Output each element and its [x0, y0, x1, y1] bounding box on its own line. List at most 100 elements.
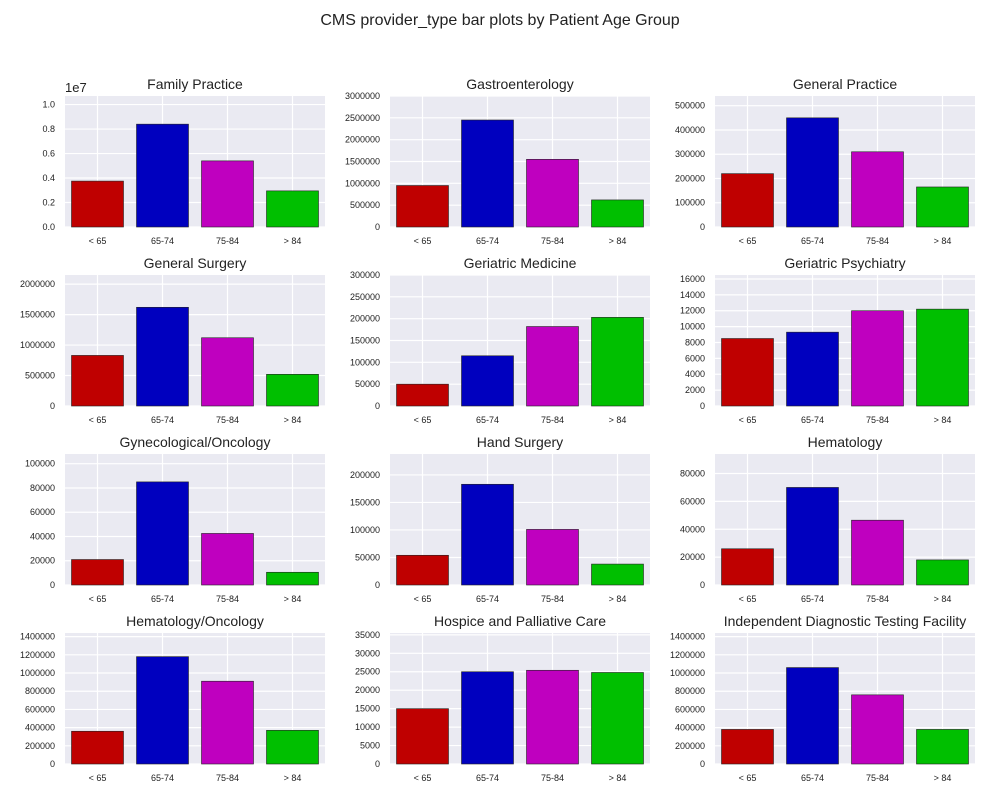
bar-3 [526, 669, 579, 765]
bar-4 [916, 559, 969, 586]
y-tick-label: 0 [50, 580, 55, 590]
subplot-title: General Surgery [144, 255, 247, 271]
subplot-2: 0 500000 1000000 1500000 2000000 2500000 30000… [345, 76, 650, 246]
subplot-title: Hospice and Palliative Care [434, 613, 606, 629]
bar-1 [71, 730, 124, 765]
bar-2 [786, 117, 839, 228]
x-tick-label: > 84 [609, 415, 627, 425]
subplot-title: Independent Diagnostic Testing Facility [724, 613, 967, 629]
x-tick-label: 75-84 [216, 594, 239, 604]
bar-2 [461, 355, 514, 407]
y-tick-label: 12000 [680, 306, 705, 316]
x-tick-label: 65-74 [476, 594, 499, 604]
y-tick-label: 1200000 [670, 650, 705, 660]
x-tick-label: 65-74 [151, 773, 174, 783]
y-tick-label: 0.6 [42, 149, 55, 159]
y-tick-label: 1000000 [670, 668, 705, 678]
subplot-4: 0 500000 1000000 1500000 2000000 < 65 65-74 75-… [20, 255, 325, 425]
bar-3 [201, 337, 254, 407]
x-tick-label: 75-84 [216, 236, 239, 246]
y-tick-label: 40000 [30, 531, 55, 541]
bar-4 [266, 571, 319, 586]
y-tick-label: 14000 [680, 290, 705, 300]
bar-2 [461, 119, 514, 228]
y-tick-label: 200000 [675, 741, 705, 751]
figure-title: CMS provider_type bar plots by Patient A… [320, 12, 680, 29]
y-tick-label: 100000 [350, 357, 380, 367]
x-tick-label: 75-84 [541, 236, 564, 246]
x-tick-label: 65-74 [801, 773, 824, 783]
bar-2 [136, 481, 189, 586]
subplot-5: 0 50000 100000 150000 200000 250000 300000 < 65… [350, 255, 650, 425]
bar-4 [591, 317, 644, 407]
y-tick-label: 1500000 [345, 157, 380, 167]
y-tick-label: 0 [700, 580, 705, 590]
x-tick-label: > 84 [609, 773, 627, 783]
y-tick-label: 300000 [350, 270, 380, 280]
x-tick-label: > 84 [934, 236, 952, 246]
x-tick-label: 65-74 [476, 773, 499, 783]
subplot-title: Hand Surgery [477, 434, 563, 450]
x-tick-label: 65-74 [476, 236, 499, 246]
bar-4 [916, 186, 969, 228]
y-tick-label: 1400000 [670, 632, 705, 642]
y-tick-label: 3000000 [345, 91, 380, 101]
y-tick-label: 0 [700, 401, 705, 411]
y-tick-label: 6000 [685, 353, 705, 363]
x-tick-label: < 65 [739, 415, 757, 425]
y-tick-label: 40000 [680, 524, 705, 534]
x-tick-label: 65-74 [801, 236, 824, 246]
subplot-title: Gastroenterology [466, 76, 573, 92]
bar-3 [201, 680, 254, 765]
y-tick-label: 0 [700, 222, 705, 232]
subplot-12: 0 200000 400000 600000 800000 1000000 1200000 1… [670, 613, 975, 783]
y-tick-label: 0.0 [42, 222, 55, 232]
y-tick-label: 600000 [675, 704, 705, 714]
bar-1 [396, 554, 449, 586]
y-tick-label: 1200000 [20, 650, 55, 660]
x-tick-label: < 65 [414, 773, 432, 783]
y-tick-label: 1000000 [20, 340, 55, 350]
y-tick-label: 300000 [675, 149, 705, 159]
x-tick-label: > 84 [934, 773, 952, 783]
y-tick-label: 16000 [680, 274, 705, 284]
bar-2 [461, 671, 514, 765]
subplot-10: 0 200000 400000 600000 800000 1000000 1200000 1… [20, 613, 325, 783]
y-tick-label: 80000 [30, 483, 55, 493]
bar-2 [786, 487, 839, 586]
bar-3 [851, 694, 904, 765]
bar-1 [721, 173, 774, 228]
x-tick-label: 75-84 [216, 773, 239, 783]
x-tick-label: < 65 [739, 236, 757, 246]
bar-4 [266, 730, 319, 765]
y-tick-label: 400000 [25, 723, 55, 733]
y-tick-label: 500000 [350, 200, 380, 210]
x-tick-label: > 84 [284, 415, 302, 425]
bar-1 [721, 548, 774, 586]
bar-2 [786, 667, 839, 765]
y-tick-label: 0 [375, 759, 380, 769]
bar-4 [266, 190, 319, 228]
y-tick-label: 1500000 [20, 310, 55, 320]
subplot-title: Family Practice [147, 76, 243, 92]
bar-3 [201, 533, 254, 586]
x-tick-label: 75-84 [541, 415, 564, 425]
subplot-8: 0 50000 100000 150000 200000 < 65 65-74 75-84 > … [350, 434, 650, 604]
y-tick-label: 400000 [675, 125, 705, 135]
bar-3 [851, 310, 904, 407]
bar-1 [721, 338, 774, 407]
y-tick-label: 400000 [675, 723, 705, 733]
y-tick-label: 5000 [360, 741, 380, 751]
y-tick-label: 2000000 [20, 279, 55, 289]
bar-4 [266, 374, 319, 407]
y-tick-label: 20000 [30, 556, 55, 566]
y-tick-label: 600000 [25, 704, 55, 714]
y-tick-label: 25000 [355, 667, 380, 677]
bar-1 [396, 708, 449, 765]
x-tick-label: 65-74 [151, 236, 174, 246]
subplot-11: 0 5000 10000 15000 20000 25000 30000 35000 < 65 6… [355, 613, 650, 783]
x-tick-label: > 84 [609, 594, 627, 604]
x-tick-label: 65-74 [801, 415, 824, 425]
bar-3 [851, 519, 904, 586]
